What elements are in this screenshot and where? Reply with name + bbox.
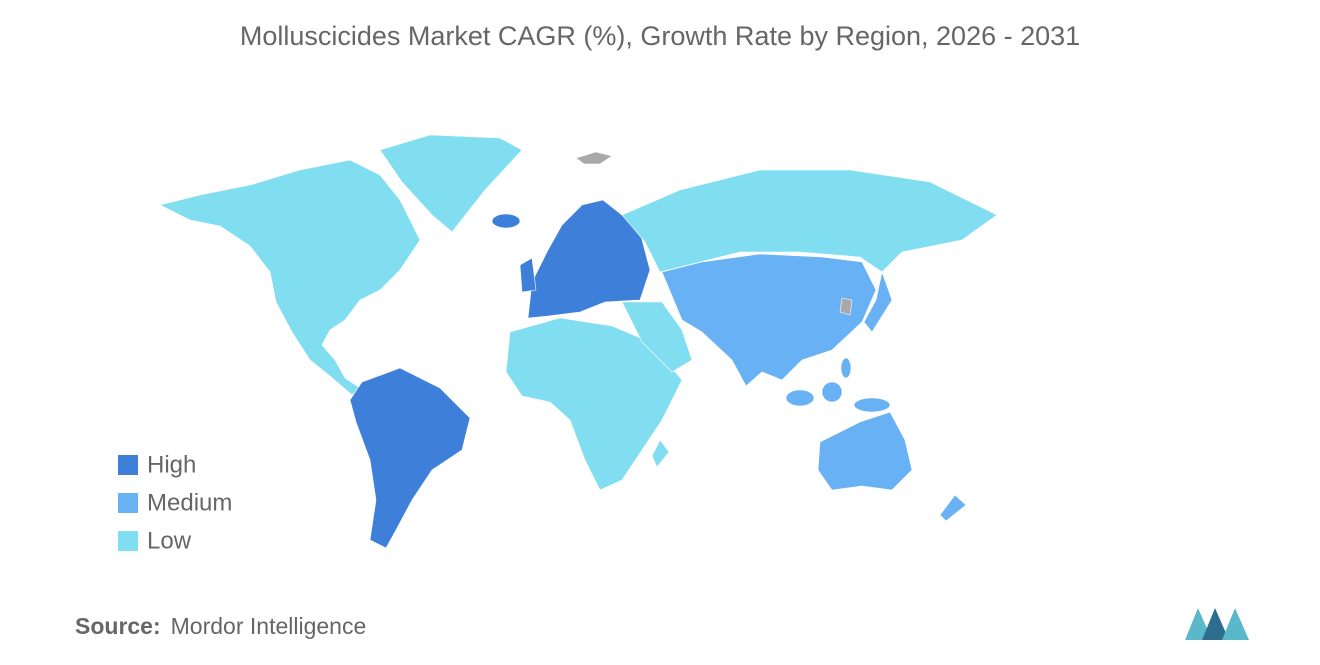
region xyxy=(349,367,471,549)
legend-swatch xyxy=(118,455,138,475)
region xyxy=(839,297,853,316)
region xyxy=(621,169,998,273)
region xyxy=(661,253,877,387)
region xyxy=(379,134,523,233)
source: Source: Mordor Intelligence xyxy=(75,613,366,639)
region xyxy=(621,301,693,373)
source-text: Mordor Intelligence xyxy=(171,613,367,639)
legend-label: Medium xyxy=(147,489,232,516)
region xyxy=(651,439,670,468)
legend-label: High xyxy=(147,451,196,478)
region xyxy=(840,357,852,379)
world-map xyxy=(159,134,998,549)
region xyxy=(785,389,815,407)
region xyxy=(575,151,613,165)
logo xyxy=(1185,608,1249,640)
region xyxy=(821,381,843,403)
region xyxy=(817,411,913,491)
region xyxy=(505,317,683,491)
region xyxy=(939,494,967,522)
source-label: Source: xyxy=(75,613,161,639)
legend: High Medium Low xyxy=(118,451,232,554)
title: Molluscicides Market CAGR (%), Growth Ra… xyxy=(240,21,1080,51)
region xyxy=(863,270,893,333)
legend-swatch xyxy=(118,493,138,513)
legend-swatch xyxy=(118,531,138,551)
region xyxy=(491,213,521,229)
region xyxy=(853,397,891,413)
region xyxy=(519,257,537,293)
region xyxy=(159,159,421,396)
legend-label: Low xyxy=(147,527,192,554)
